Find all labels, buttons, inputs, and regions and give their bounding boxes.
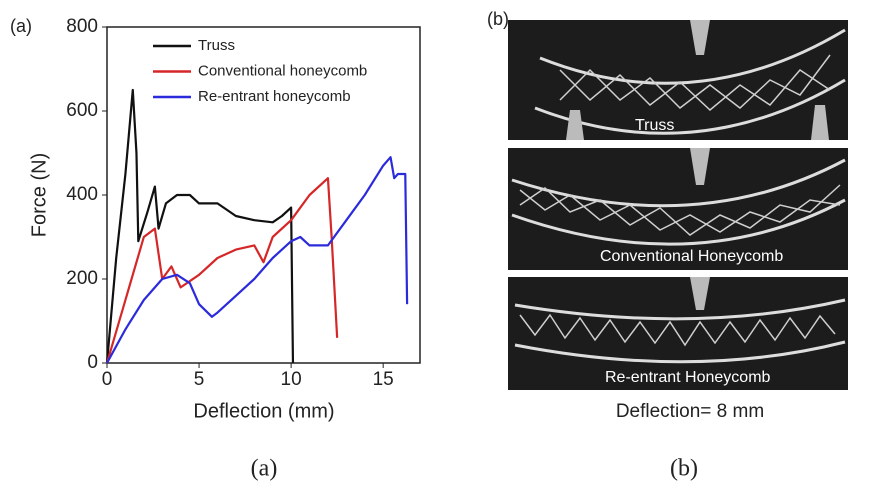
line	[105, 88, 295, 364]
photo	[508, 20, 848, 140]
panel-label: (b)	[487, 9, 509, 29]
y-tick-label: 800	[66, 16, 98, 37]
photo-label: Re-entrant Honeycomb	[605, 369, 771, 386]
x-tick-label: 0	[102, 369, 113, 390]
photo	[508, 148, 848, 270]
photos: Truss Conventional Honeycomb Re-entrant …	[508, 20, 848, 390]
y-tick-label: 0	[87, 352, 98, 373]
photo-label: Truss	[635, 117, 674, 134]
x-tick-label: 15	[373, 369, 394, 390]
indenters	[566, 20, 829, 310]
x-tick-label: 5	[194, 369, 205, 390]
y-axis-label: Force (N)	[28, 153, 50, 237]
figure-caption: (a)	[251, 456, 278, 482]
y-tick-label: 400	[66, 184, 98, 205]
figure-caption: (b)	[670, 456, 698, 482]
line	[105, 177, 339, 364]
x-axis-label: Deflection (mm)	[193, 400, 334, 422]
beams	[511, 28, 846, 364]
legend-label: Truss	[198, 37, 235, 54]
y-tick-label: 600	[66, 100, 98, 121]
panel-label: (a)	[10, 16, 32, 36]
y-tick-label: 200	[66, 268, 98, 289]
photo-label: Conventional Honeycomb	[600, 248, 783, 265]
photo-caption: Deflection= 8 mm	[616, 401, 764, 422]
x-tick-label: 10	[281, 369, 302, 390]
legend-label: Conventional honeycomb	[198, 62, 367, 79]
legend-label: Re-entrant honeycomb	[198, 88, 351, 105]
lattice	[519, 54, 841, 347]
line	[106, 156, 409, 364]
